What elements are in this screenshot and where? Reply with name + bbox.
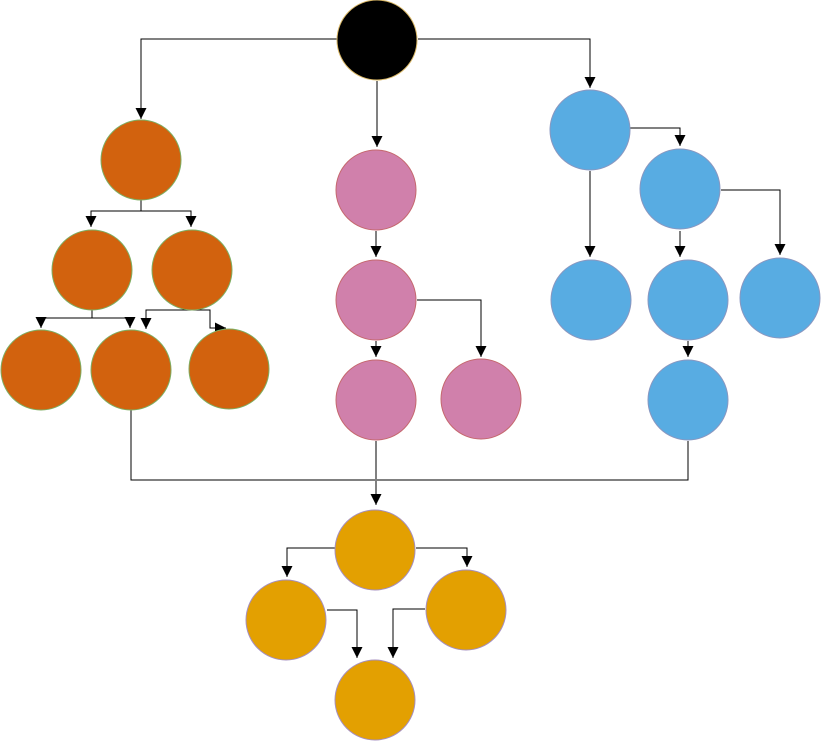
node-o2[interactable] [51, 229, 133, 311]
edge-b2-b5 [721, 189, 786, 255]
node-y4[interactable] [334, 659, 416, 741]
edge-o2-o5 [91, 310, 136, 328]
node-b6[interactable] [647, 359, 729, 441]
edge-y2-y4 [327, 609, 363, 658]
edges-layer [35, 38, 786, 658]
node-y1[interactable] [334, 509, 416, 591]
edge-root-o1 [135, 38, 337, 119]
node-y3[interactable] [425, 569, 507, 651]
node-p3[interactable] [335, 359, 417, 441]
node-b3[interactable] [550, 259, 632, 341]
node-o6[interactable] [188, 328, 270, 410]
edge-root-b1 [418, 38, 596, 88]
edge-o3-o5 [140, 309, 192, 329]
edge-p2-p4 [417, 299, 487, 357]
node-o3[interactable] [151, 229, 233, 311]
edge-y1-y2 [281, 547, 335, 577]
edge-b1-b2 [630, 127, 686, 146]
node-b1[interactable] [549, 89, 631, 171]
edge-o2-o4 [35, 310, 93, 328]
edge-o5-y1 [130, 410, 375, 481]
node-y2[interactable] [245, 579, 327, 661]
edge-o1-o3 [140, 200, 197, 227]
node-p1[interactable] [335, 149, 417, 231]
node-p2[interactable] [335, 259, 417, 341]
node-o4[interactable] [0, 329, 82, 411]
node-o5[interactable] [90, 329, 172, 411]
node-root[interactable] [336, 0, 418, 81]
edge-o3-o6 [192, 309, 226, 334]
node-b5[interactable] [739, 257, 821, 339]
node-o1[interactable] [100, 119, 182, 201]
node-b2[interactable] [639, 148, 721, 230]
edge-y3-y4 [387, 608, 425, 658]
node-p4[interactable] [440, 358, 522, 440]
edge-b6-y1 [377, 441, 689, 481]
node-b4[interactable] [647, 259, 729, 341]
edge-o1-o2 [85, 200, 142, 227]
edge-y1-y3 [416, 547, 473, 567]
